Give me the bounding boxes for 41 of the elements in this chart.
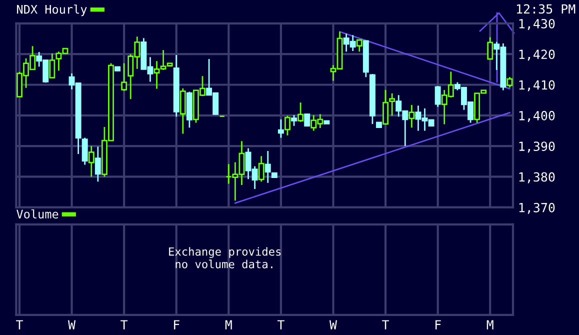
candlestick bbox=[298, 102, 304, 123]
y-tick-label: 1,430 bbox=[519, 18, 555, 30]
candlestick bbox=[264, 150, 271, 184]
y-tick-label: 1,410 bbox=[519, 80, 555, 92]
candlestick bbox=[180, 88, 186, 134]
text: Exchange provides no volume data. bbox=[169, 247, 281, 268]
candlestick bbox=[121, 62, 128, 92]
category-label: M bbox=[225, 320, 232, 330]
y-tick-label: 1,390 bbox=[519, 142, 555, 153]
category-label: T bbox=[16, 320, 23, 330]
category-label: T bbox=[382, 320, 390, 330]
category-label: T bbox=[120, 320, 128, 330]
candlestick bbox=[94, 146, 101, 182]
candlestick bbox=[382, 89, 389, 126]
text: Volume bbox=[16, 209, 58, 219]
category-label: M bbox=[486, 320, 494, 330]
y-tick-label: 1,380 bbox=[519, 172, 555, 184]
candlestick bbox=[291, 114, 297, 127]
y-tick-label: 1,370 bbox=[519, 202, 555, 214]
category-label: T bbox=[277, 320, 284, 330]
category-label: W bbox=[329, 320, 337, 330]
category-label: W bbox=[68, 320, 76, 330]
candlestick bbox=[88, 145, 94, 178]
candlestick bbox=[389, 92, 396, 116]
candlestick bbox=[506, 76, 513, 88]
chart-title: NDX Hourly bbox=[17, 4, 87, 16]
candlestick bbox=[434, 85, 441, 108]
candlestick bbox=[356, 39, 362, 52]
category-label: F bbox=[435, 320, 441, 330]
category-label: F bbox=[174, 320, 180, 330]
candlestick bbox=[82, 137, 88, 166]
candlestick bbox=[278, 118, 284, 138]
candlestick bbox=[284, 115, 290, 136]
candlestick bbox=[408, 104, 415, 128]
candlestick bbox=[487, 36, 494, 60]
candlestick bbox=[304, 113, 310, 127]
y-tick-label: 1,400 bbox=[519, 110, 555, 122]
candlestick bbox=[49, 52, 56, 78]
candlestick bbox=[258, 155, 264, 182]
y-tick-label: 1,420 bbox=[519, 50, 555, 61]
text: 12:35 PM bbox=[516, 4, 576, 14]
